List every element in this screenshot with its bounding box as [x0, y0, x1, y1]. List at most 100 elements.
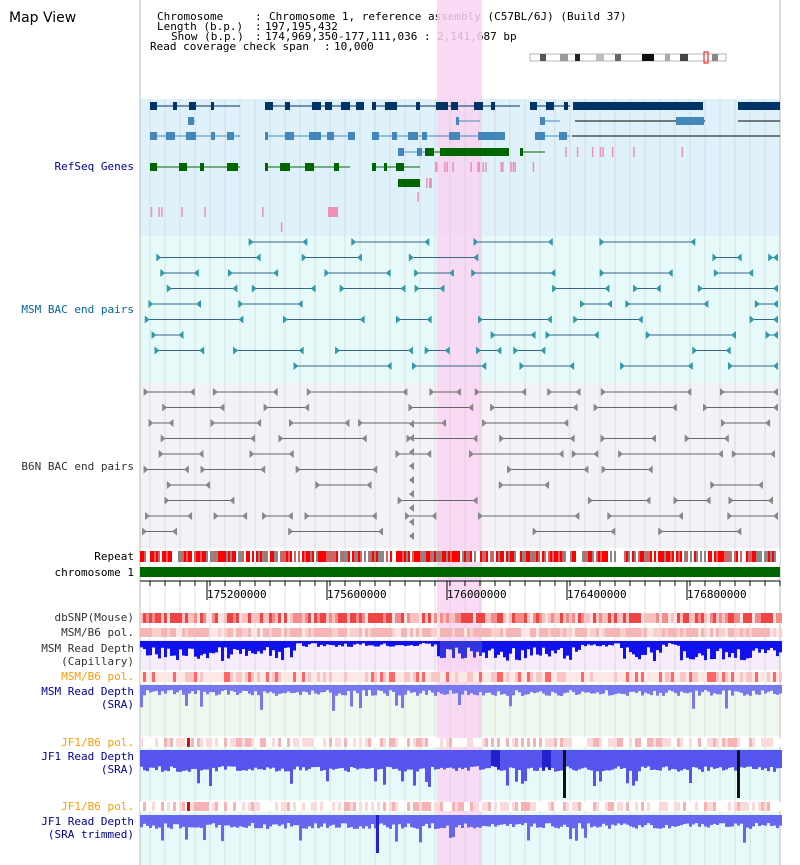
read-depth-bar [401, 685, 404, 709]
read-depth-bar [230, 815, 233, 828]
read-depth-bar [503, 685, 506, 694]
read-depth-bar [353, 641, 356, 645]
polymorphism-density [365, 672, 368, 682]
read-depth-bar [332, 815, 335, 825]
read-depth-bar [245, 641, 248, 656]
polymorphism-density [743, 628, 746, 637]
bac-end-marker [250, 434, 256, 443]
read-depth-bar [449, 815, 452, 838]
polymorphism-density [467, 738, 470, 747]
polymorphism-density [179, 628, 182, 637]
polymorphism-density [221, 802, 224, 811]
read-depth-bar [368, 750, 371, 769]
read-depth-bar [638, 815, 641, 826]
read-depth-bar [773, 815, 776, 826]
gene-exon [417, 148, 422, 156]
read-depth-bar [599, 685, 602, 695]
read-depth-bar [422, 750, 425, 769]
bac-end-marker [426, 450, 432, 458]
read-depth-bar [338, 641, 341, 646]
read-depth-bar [242, 641, 245, 650]
read-depth-bar [416, 750, 419, 772]
bac-end-marker [703, 300, 709, 308]
read-depth-bar [266, 815, 269, 829]
polymorphism-density [236, 672, 239, 682]
bac-end-marker [521, 388, 527, 396]
polymorphism-density [254, 738, 257, 747]
read-depth-bar [617, 815, 620, 824]
read-depth-bar [365, 641, 368, 646]
polymorphism-density [377, 802, 380, 811]
polymorphism-density [431, 628, 434, 637]
gene-exon [341, 102, 350, 110]
read-depth-bar [152, 641, 155, 648]
bac-end-marker [749, 315, 755, 324]
read-depth-bar [386, 685, 389, 696]
dbsnp-density [209, 613, 212, 623]
polymorphism-density [398, 628, 401, 637]
dbsnp-density [401, 613, 404, 623]
read-depth-bar [596, 750, 599, 772]
polymorphism-density [317, 802, 320, 811]
dbsnp-density [200, 613, 203, 623]
repeat-feature [144, 551, 146, 562]
polymorphism-density [449, 802, 452, 811]
read-depth-bar [437, 685, 440, 693]
read-depth-bar [611, 641, 614, 646]
repeat-feature [250, 551, 252, 562]
polymorphism-density [446, 802, 449, 811]
read-depth-bar [761, 750, 764, 771]
polymorphism-density [698, 802, 701, 811]
repeat-feature [364, 551, 366, 562]
polymorphism-density [371, 672, 374, 682]
read-depth-bar [545, 815, 548, 824]
polymorphism-density [215, 628, 218, 637]
repeat-feature [464, 551, 466, 562]
gene-exon [676, 117, 704, 125]
polymorphism-density [500, 628, 503, 637]
repeat-feature [746, 551, 748, 562]
polymorphism-density [320, 628, 323, 637]
read-depth-bar [170, 750, 173, 767]
read-depth-bar [752, 685, 755, 691]
read-depth-bar [545, 685, 548, 696]
dbsnp-density [215, 613, 218, 623]
read-depth-bar [149, 750, 152, 768]
bac-end-marker [212, 388, 218, 396]
polymorphism-density [356, 802, 359, 811]
bac-end-marker [248, 238, 254, 246]
polymorphism-density [170, 738, 173, 747]
read-depth-bar [206, 815, 209, 825]
bac-end-marker [478, 512, 484, 520]
read-depth-bar [284, 815, 287, 829]
bac-end-marker [770, 450, 776, 458]
polymorphism-density [443, 628, 446, 637]
repeat-feature [698, 551, 700, 562]
polymorphism-density [242, 802, 245, 811]
read-depth-bar [647, 685, 650, 694]
polymorphism-density [161, 802, 164, 811]
track-label-jf1-depth-sra-sub: (SRA) [100, 763, 134, 776]
read-depth-bar [686, 685, 689, 694]
bac-end-marker [339, 284, 345, 293]
repeat-feature [574, 551, 576, 562]
read-depth-bar [650, 641, 653, 653]
bac-end-marker [697, 284, 703, 293]
polymorphism-density [518, 802, 521, 811]
dbsnp-density [623, 613, 626, 623]
polymorphism-density [344, 628, 347, 637]
read-depth-bar [311, 750, 314, 768]
polymorphism-density [596, 802, 599, 811]
read-depth-bar [215, 815, 218, 828]
polymorphism-density [395, 802, 398, 811]
polymorphism-density [230, 738, 233, 747]
polymorphism-density [725, 738, 728, 747]
bac-end-marker [748, 269, 754, 277]
dbsnp-density [302, 613, 305, 623]
polymorphism-density [350, 802, 353, 811]
repeat-feature [268, 551, 270, 562]
polymorphism-density [197, 628, 200, 637]
polymorphism-density [314, 802, 317, 811]
polymorphism-density [185, 628, 188, 637]
